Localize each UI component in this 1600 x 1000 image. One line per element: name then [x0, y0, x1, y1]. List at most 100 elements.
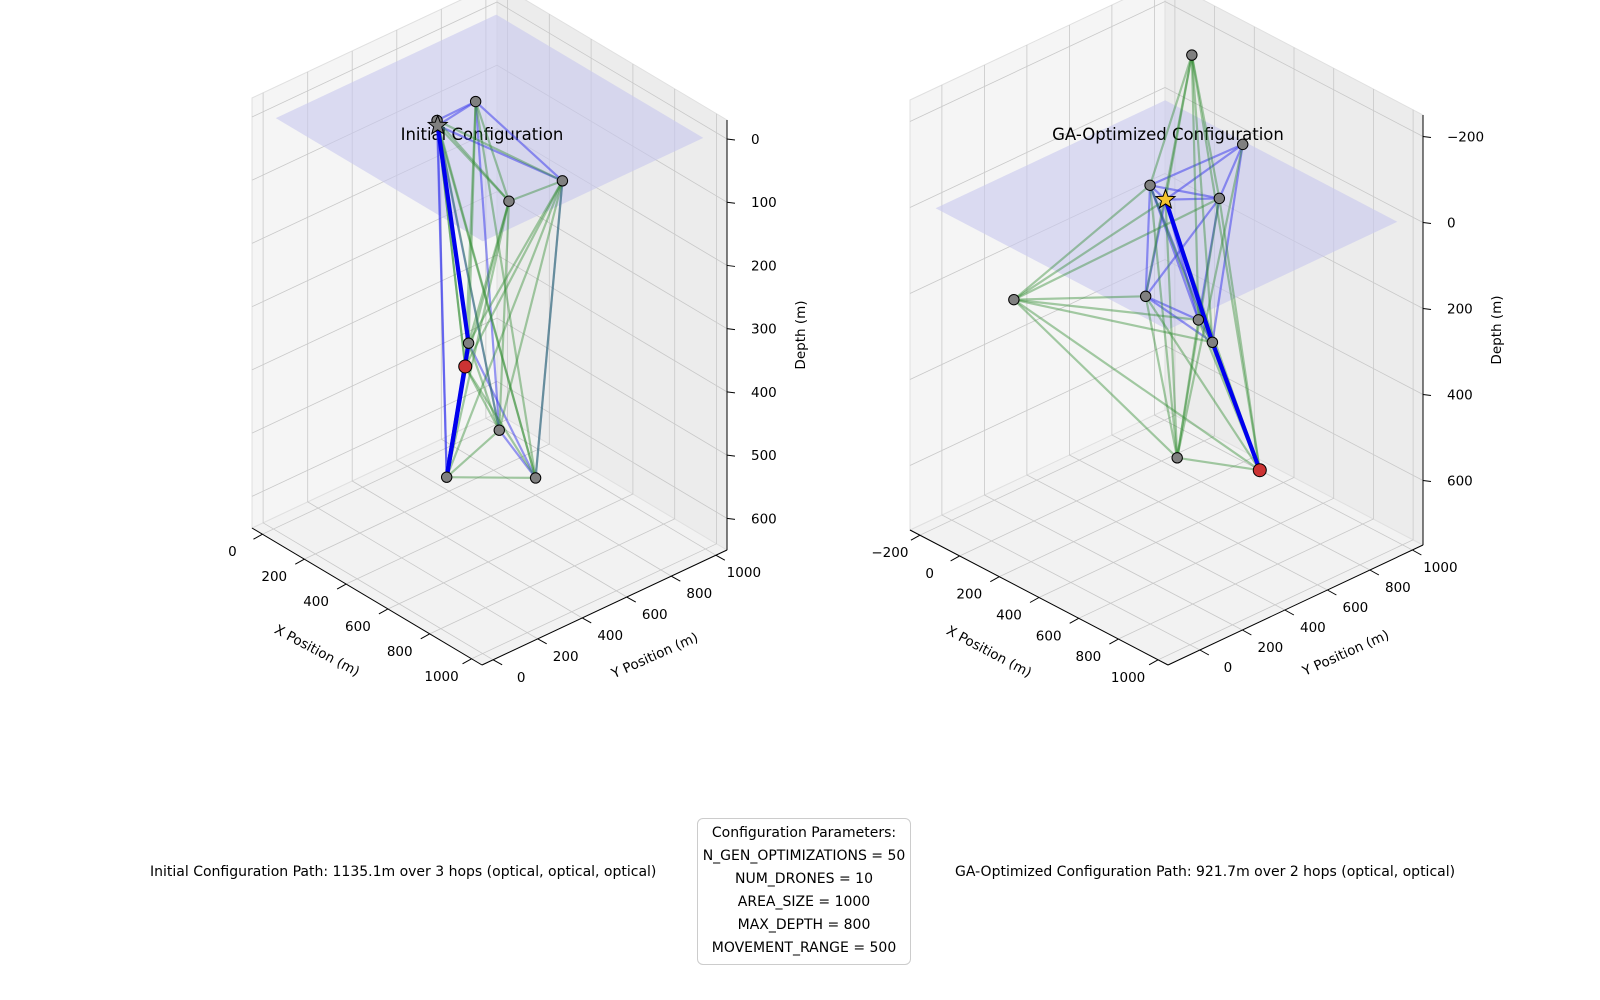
- link-acoustic: [1013, 298, 1261, 472]
- x-tick: [336, 583, 347, 590]
- z-tick: [1422, 136, 1432, 138]
- z-tick: [726, 264, 736, 267]
- link-acoustic: [1176, 198, 1221, 459]
- link-acoustic: [1218, 198, 1261, 471]
- link-acoustic: [436, 119, 510, 202]
- z-tick-label: 200: [1447, 302, 1473, 318]
- link-acoustic: [1190, 54, 1214, 343]
- y-tick: [1284, 609, 1295, 616]
- initial-path-summary: Initial Configuration Path: 1135.1m over…: [150, 864, 657, 880]
- x-tick-label: 1000: [424, 669, 458, 685]
- drone-node: [1171, 452, 1183, 464]
- link-acoustic: [464, 365, 501, 431]
- link-acoustic: [1144, 296, 1179, 459]
- link-optical: [1211, 144, 1244, 343]
- z-tick: [1422, 222, 1432, 224]
- x-tick: [253, 533, 263, 540]
- link-optical: [1165, 197, 1220, 201]
- link-optical: [1149, 184, 1220, 200]
- parameter-line: NUM_DRONES = 10: [735, 871, 873, 887]
- surface-node-star: [1154, 188, 1177, 209]
- y-tick-label: 1000: [1423, 560, 1457, 576]
- x-tick-label: 800: [387, 644, 413, 660]
- y-axis-line: [481, 549, 728, 666]
- surface-plane: [935, 100, 1398, 330]
- link-optical: [437, 124, 563, 182]
- y-tick-label: 0: [1224, 660, 1233, 676]
- parameter-line: AREA_SIZE = 1000: [737, 894, 871, 910]
- y-tick-label: 400: [1300, 620, 1326, 636]
- drone-node: [1192, 314, 1205, 326]
- y-tick: [537, 638, 547, 645]
- z-axis-label: Depth (m): [1489, 295, 1505, 364]
- link-acoustic: [1176, 319, 1200, 458]
- link-acoustic: [467, 200, 511, 344]
- link-acoustic: [467, 101, 477, 344]
- link-optical: [467, 342, 537, 479]
- link-acoustic: [1164, 199, 1179, 458]
- y-tick-label: 200: [553, 649, 579, 665]
- z-tick: [726, 517, 736, 520]
- link-optical: [1145, 295, 1199, 321]
- y-tick-label: 400: [597, 628, 623, 644]
- link-acoustic: [1148, 185, 1179, 458]
- y-tick: [715, 554, 726, 561]
- drone-node: [1139, 290, 1152, 302]
- link-acoustic: [436, 125, 537, 479]
- y-tick-label: 0: [517, 670, 526, 686]
- z-tick: [1422, 308, 1432, 310]
- y-tick: [1369, 569, 1380, 576]
- grid-line: [909, 345, 1424, 481]
- link-acoustic: [445, 200, 511, 478]
- link-acoustic: [1013, 298, 1199, 321]
- link-acoustic: [1164, 54, 1193, 200]
- drone-node: [1206, 336, 1219, 349]
- x-tick-label: 200: [261, 569, 287, 585]
- grid-line: [262, 92, 494, 661]
- link-acoustic: [1013, 184, 1151, 301]
- y-tick: [1412, 549, 1422, 556]
- parameter-line: N_GEN_OPTIMIZATIONS = 50: [702, 848, 906, 864]
- link-acoustic: [445, 180, 564, 478]
- z-tick-label: 0: [1447, 216, 1456, 232]
- link-acoustic: [498, 180, 564, 431]
- y-tick-label: 600: [1342, 600, 1368, 616]
- x-tick-label: 600: [1036, 628, 1062, 644]
- link-optical: [1149, 143, 1244, 187]
- grid-line: [387, 64, 634, 610]
- y-tick-label: 200: [1257, 640, 1283, 656]
- link-optical: [498, 429, 537, 479]
- link-acoustic: [435, 120, 537, 479]
- link-acoustic: [1013, 197, 1220, 301]
- link-acoustic: [1013, 295, 1146, 301]
- y-tick: [626, 596, 637, 603]
- y-tick: [1242, 629, 1252, 636]
- z-axis-label: Depth (m): [793, 300, 809, 369]
- drone-node: [440, 471, 453, 483]
- drone-node: [529, 472, 542, 484]
- drone-node: [1213, 192, 1226, 205]
- chart-panel-initial: 0 200 400 600 800 1000 0 200 400 600 800 1000 0 100 20…: [228, 0, 809, 686]
- x-tick: [990, 576, 1000, 583]
- z-tick: [726, 454, 736, 457]
- link-acoustic: [1190, 54, 1261, 471]
- link-acoustic: [1190, 55, 1200, 320]
- link-acoustic: [508, 179, 563, 203]
- link-acoustic: [464, 180, 564, 367]
- y-tick-label: 600: [642, 607, 668, 623]
- link-optical: [1145, 295, 1214, 344]
- path-segment: [435, 123, 471, 346]
- link-acoustic: [534, 180, 564, 479]
- path-segment: [1163, 197, 1215, 345]
- link-acoustic: [1013, 198, 1167, 301]
- link-optical: [1197, 198, 1221, 321]
- link-acoustic: [1013, 298, 1178, 459]
- x-tick-label: 600: [345, 619, 371, 635]
- x-tick: [378, 608, 389, 615]
- surface-node-star: [426, 114, 449, 135]
- link-acoustic: [436, 119, 563, 182]
- y-tick-label: 800: [1385, 580, 1411, 596]
- source-node: [458, 359, 473, 374]
- x-tick-label: 0: [925, 566, 934, 582]
- link-acoustic: [467, 342, 501, 431]
